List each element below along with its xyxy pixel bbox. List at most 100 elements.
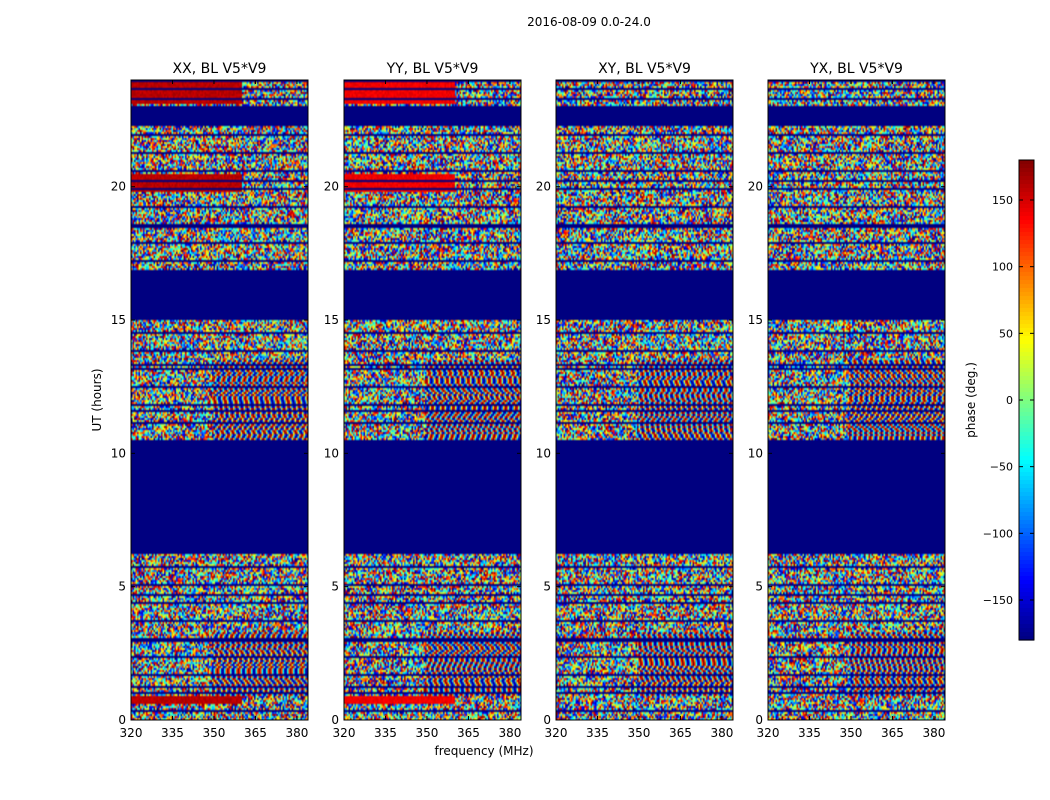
heatmap-panel: XX, BL V5*V9 320 335 350 365 380 0 5 10 15 20 [111,61,309,740]
colorbar-segment [1019,412,1034,417]
colorbar-segment [1019,584,1034,589]
x-tick-label: 335 [374,726,397,740]
colorbar-segment [1019,560,1034,565]
colorbar-segment [1019,504,1034,509]
colorbar-segment [1019,456,1034,461]
colorbar-segment [1019,180,1034,185]
colorbar-segment [1019,192,1034,197]
colorbar-segment [1019,448,1034,453]
x-tick-label: 380 [710,726,733,740]
colorbar-segment [1019,268,1034,273]
figure-title: 2016-08-09 0.0-24.0 [527,15,651,29]
colorbar-segment [1019,576,1034,581]
y-tick-label: 15 [324,313,339,327]
colorbar-segment [1019,380,1034,385]
colorbar-segment [1019,520,1034,525]
colorbar-segment [1019,468,1034,473]
x-tick-label: 320 [333,726,356,740]
colorbar-segment [1019,488,1034,493]
colorbar-tick-label: −100 [983,527,1013,540]
y-tick-label: 5 [543,580,551,594]
x-tick-label: 365 [244,726,267,740]
colorbar-segment [1019,400,1034,405]
colorbar-segment [1019,344,1034,349]
y-tick-label: 5 [331,580,339,594]
panel-frame [343,79,522,721]
y-tick-label: 15 [748,313,763,327]
colorbar-segment [1019,388,1034,393]
y-tick-label: 10 [324,446,339,460]
colorbar-segment [1019,600,1034,605]
y-tick-label: 0 [331,713,339,727]
colorbar-segment [1019,252,1034,257]
colorbar-segment [1019,552,1034,557]
colorbar-segment [1019,568,1034,573]
heatmap-image [556,80,733,720]
y-axis-label: UT (hours) [90,368,104,431]
colorbar-segment [1019,604,1034,609]
y-tick-label: 10 [536,446,551,460]
colorbar-segment [1019,432,1034,437]
colorbar-segment [1019,612,1034,617]
colorbar-segment [1019,392,1034,397]
panel-title: YX, BL V5*V9 [809,61,903,77]
panel-frame [130,79,309,721]
heatmap-image [344,80,521,720]
colorbar-segment [1019,632,1034,637]
colorbar-segment [1019,232,1034,237]
x-tick-label: 320 [120,726,143,740]
colorbar-segment [1019,420,1034,425]
colorbar-segment [1019,200,1034,205]
y-tick-label: 0 [755,713,763,727]
colorbar-segment [1019,484,1034,489]
colorbar-segment [1019,440,1034,445]
x-tick-label: 380 [498,726,521,740]
colorbar-segment [1019,556,1034,561]
panel-title: XX, BL V5*V9 [173,61,267,77]
colorbar-segment [1019,512,1034,517]
colorbar: 150 100 50 0 −50 −100 −150 [983,159,1035,641]
colorbar-tick-label: 150 [992,194,1013,207]
colorbar-segment [1019,476,1034,481]
x-tick-label: 380 [285,726,308,740]
colorbar-segment [1019,616,1034,621]
colorbar-segment [1019,372,1034,377]
colorbar-segment [1019,296,1034,301]
colorbar-segment [1019,356,1034,361]
colorbar-segment [1019,444,1034,449]
colorbar-segment [1019,492,1034,497]
colorbar-segment [1019,304,1034,309]
x-tick-label: 365 [881,726,904,740]
colorbar-segment [1019,188,1034,193]
y-tick-label: 20 [536,180,551,194]
colorbar-segment [1019,348,1034,353]
colorbar-segment [1019,308,1034,313]
colorbar-segment [1019,320,1034,325]
colorbar-segment [1019,408,1034,413]
y-tick-label: 20 [324,180,339,194]
panel-frame [767,79,946,721]
x-tick-label: 335 [161,726,184,740]
y-tick-label: 0 [543,713,551,727]
heatmap-panel: YY, BL V5*V9 320 335 350 365 380 0 5 10 15 20 [324,61,522,740]
colorbar-segment [1019,368,1034,373]
colorbar-segment [1019,452,1034,457]
x-tick-label: 365 [457,726,480,740]
y-tick-label: 15 [536,313,551,327]
colorbar-segment [1019,176,1034,181]
colorbar-segment [1019,516,1034,521]
colorbar-segment [1019,528,1034,533]
panel-title: XY, BL V5*V9 [598,61,691,77]
colorbar-segment [1019,580,1034,585]
colorbar-segment [1019,436,1034,441]
colorbar-segment [1019,376,1034,381]
y-tick-label: 20 [748,180,763,194]
x-tick-label: 365 [669,726,692,740]
y-tick-label: 15 [111,313,126,327]
y-tick-label: 10 [111,446,126,460]
colorbar-segment [1019,564,1034,569]
colorbar-segment [1019,216,1034,221]
colorbar-segment [1019,620,1034,625]
colorbar-segment [1019,228,1034,233]
